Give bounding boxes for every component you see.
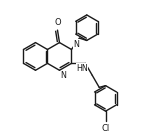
Text: N: N (61, 71, 66, 80)
Text: O: O (54, 18, 61, 27)
Text: N: N (73, 40, 79, 48)
Text: Cl: Cl (101, 124, 110, 133)
Text: HN: HN (76, 64, 88, 73)
